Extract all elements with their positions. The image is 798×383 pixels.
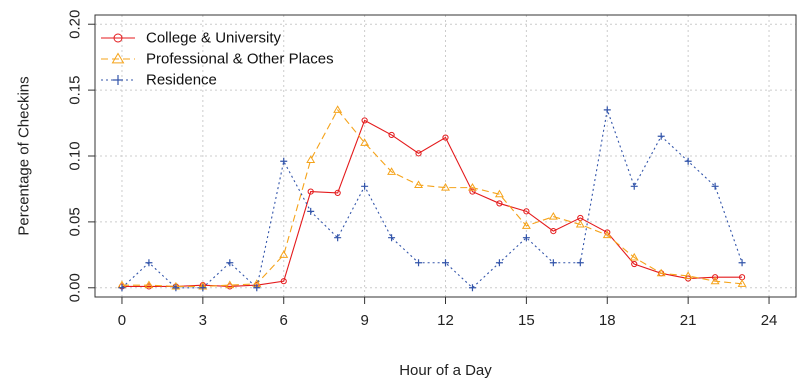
- data-point: [656, 268, 666, 277]
- data-point: [495, 259, 503, 267]
- data-point: [712, 274, 719, 281]
- data-point: [576, 259, 584, 267]
- data-point: [468, 284, 476, 292]
- x-axis: 0 3 6 9 12 15 18 21 24: [118, 297, 778, 329]
- legend-label: Residence: [146, 72, 217, 89]
- data-point: [442, 259, 449, 267]
- data-point: [657, 132, 665, 140]
- legend-marker: [111, 52, 125, 64]
- x-tick-label: 3: [199, 312, 207, 329]
- data-point: [496, 200, 503, 207]
- legend-marker: [113, 75, 123, 85]
- series-layer: [117, 105, 747, 292]
- series-line: [121, 119, 743, 288]
- data-point: [361, 182, 369, 190]
- data-point: [631, 260, 638, 268]
- data-point: [523, 208, 530, 215]
- y-axis-title: Percentage of Checkins: [16, 76, 33, 235]
- series-3: [118, 106, 746, 292]
- data-point: [118, 284, 126, 292]
- legend-item-2: Professional & Other Places: [101, 51, 334, 68]
- data-point: [172, 284, 180, 292]
- x-tick-label: 21: [680, 312, 697, 329]
- data-point: [388, 131, 395, 139]
- x-tick-label: 15: [518, 312, 535, 329]
- y-tick-label: 0.15: [67, 76, 84, 105]
- data-point: [549, 259, 557, 267]
- data-point: [279, 250, 289, 258]
- data-point: [333, 105, 343, 113]
- data-point: [684, 157, 692, 165]
- data-point: [494, 189, 504, 198]
- data-point: [415, 150, 422, 157]
- series-2: [117, 105, 747, 290]
- data-point: [360, 138, 370, 146]
- data-point: [629, 252, 639, 261]
- data-point: [738, 259, 746, 267]
- x-tick-label: 0: [118, 312, 126, 329]
- y-tick-label: 0.05: [67, 207, 84, 236]
- x-tick-label: 6: [280, 312, 288, 329]
- data-point: [199, 284, 207, 292]
- data-point: [441, 183, 450, 191]
- legend-label: College & University: [146, 30, 282, 47]
- data-point: [711, 182, 719, 190]
- legend-label: Professional & Other Places: [146, 51, 334, 68]
- data-point: [414, 180, 424, 189]
- data-point: [683, 271, 693, 279]
- data-point: [280, 157, 288, 165]
- x-tick-label: 12: [437, 312, 454, 329]
- data-point: [334, 189, 341, 196]
- legend-marker: [113, 33, 123, 43]
- data-point: [737, 279, 747, 287]
- data-point: [334, 234, 342, 242]
- data-point: [307, 188, 314, 195]
- legend-item-3: Residence: [101, 72, 217, 89]
- data-point: [575, 219, 585, 228]
- data-point: [442, 134, 449, 141]
- data-point: [710, 276, 720, 285]
- series-line: [121, 108, 743, 288]
- data-point: [226, 259, 234, 267]
- data-point: [361, 117, 368, 124]
- data-point: [144, 280, 154, 289]
- data-point: [307, 207, 315, 215]
- data-point: [522, 234, 530, 242]
- data-point: [602, 230, 612, 239]
- series-line: [121, 107, 743, 289]
- data-point: [548, 212, 558, 220]
- data-point: [550, 228, 557, 235]
- y-tick-label: 0.20: [67, 10, 84, 39]
- x-tick-label: 18: [599, 312, 616, 329]
- data-point: [467, 183, 477, 191]
- legend-item-1: College & University: [101, 30, 282, 47]
- data-point: [145, 259, 153, 267]
- data-point: [387, 167, 397, 175]
- data-point: [469, 188, 476, 195]
- data-point: [521, 221, 531, 229]
- x-tick-label: 9: [360, 312, 368, 329]
- data-point: [415, 259, 423, 267]
- x-tick-label: 24: [761, 312, 778, 329]
- data-point: [306, 155, 316, 163]
- series-1: [118, 117, 746, 290]
- data-point: [630, 182, 638, 190]
- y-tick-label: 0.10: [67, 141, 84, 170]
- y-axis: 0.00 0.05 0.10 0.15 0.20: [67, 10, 95, 302]
- y-tick-label: 0.00: [67, 273, 84, 302]
- data-point: [280, 278, 287, 285]
- x-axis-title: Hour of a Day: [399, 362, 492, 379]
- data-point: [225, 280, 235, 289]
- data-point: [603, 106, 611, 114]
- legend: College & University Professional & Other…: [101, 30, 334, 89]
- grid-lines: [95, 15, 796, 297]
- data-point: [253, 284, 261, 292]
- data-point: [388, 234, 396, 242]
